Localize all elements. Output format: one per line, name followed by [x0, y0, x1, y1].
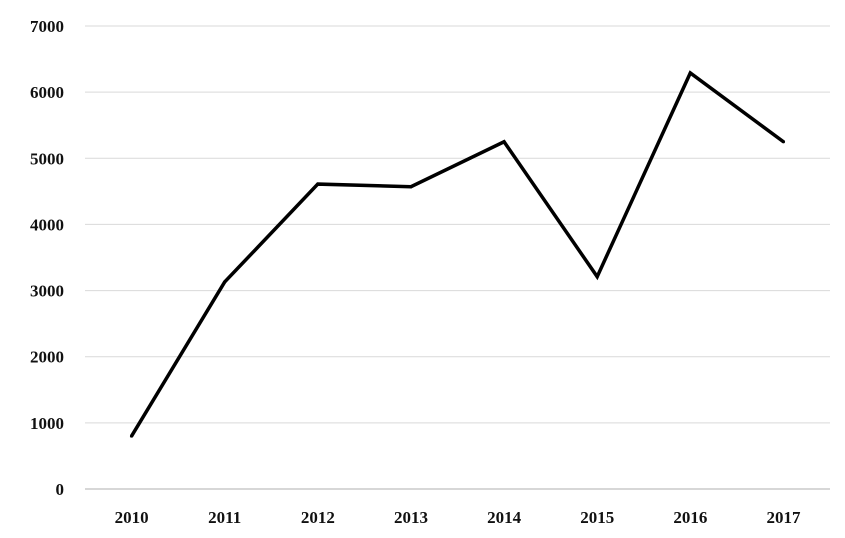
- x-tick-label: 2011: [208, 508, 241, 527]
- x-tick-label: 2013: [394, 508, 428, 527]
- data-point-2010: [129, 434, 134, 438]
- data-point-2015: [595, 275, 599, 279]
- data-point-2014: [502, 140, 506, 144]
- series-line: [130, 70, 785, 437]
- y-tick-label: 1000: [30, 414, 64, 433]
- data-point-2012: [316, 182, 320, 186]
- x-tick-label: 2015: [580, 508, 614, 527]
- y-tick-label: 4000: [30, 215, 64, 234]
- y-tick-label: 5000: [30, 149, 64, 168]
- series-group: [129, 70, 786, 438]
- x-axis-ticks: 2010 2011 2012 2013 2014 2015 2016 2017: [115, 508, 801, 527]
- data-point-2017: [781, 140, 786, 144]
- data-point-2013: [409, 185, 413, 189]
- y-axis-ticks: 0 1000 2000 3000 4000 5000 6000 7000: [30, 17, 64, 499]
- y-tick-label: 6000: [30, 83, 64, 102]
- x-tick-label: 2010: [115, 508, 149, 527]
- y-tick-label: 2000: [30, 348, 64, 367]
- data-point-2016: [688, 71, 692, 75]
- x-tick-label: 2016: [673, 508, 707, 527]
- y-tick-label: 3000: [30, 282, 64, 301]
- y-tick-label: 0: [56, 480, 65, 499]
- x-tick-label: 2014: [487, 508, 522, 527]
- x-tick-label: 2017: [766, 508, 801, 527]
- y-tick-label: 7000: [30, 17, 64, 36]
- x-tick-label: 2012: [301, 508, 335, 527]
- data-point-2011: [223, 280, 227, 284]
- grid-lines: [85, 25, 830, 424]
